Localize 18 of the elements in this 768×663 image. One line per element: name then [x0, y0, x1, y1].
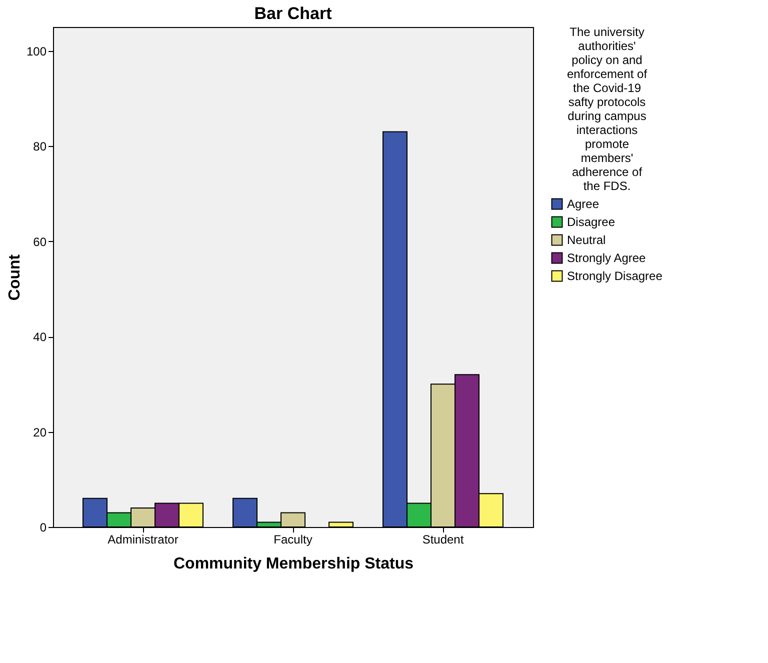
legend-label: Agree: [567, 197, 600, 211]
legend-label: Neutral: [567, 233, 606, 247]
chart-title: Bar Chart: [254, 4, 332, 23]
x-axis-title: Community Membership Status: [173, 556, 414, 572]
y-tick-label: 100: [26, 44, 47, 58]
y-axis-title: Count: [6, 254, 24, 301]
text: The university authorities' policy on and enforcement of the Covid-19 safty protocols during campus interactions promote members' adherence of the FDS.: [566, 25, 648, 193]
legend-label: Strongly Agree: [567, 251, 646, 265]
y-tick-label: 40: [33, 330, 47, 344]
y-tick-label: 0: [40, 520, 47, 534]
y-tick-label: 80: [33, 140, 47, 154]
y-tick-label: 60: [33, 234, 47, 249]
x-tick-label: Student: [422, 532, 464, 546]
x-tick-label: Faculty: [274, 532, 312, 546]
legend-label: Disagree: [567, 215, 616, 229]
y-tick-label: 20: [33, 425, 47, 440]
legend-label: Strongly Disagree: [567, 269, 663, 283]
x-tick-label: Administrator: [108, 532, 178, 546]
